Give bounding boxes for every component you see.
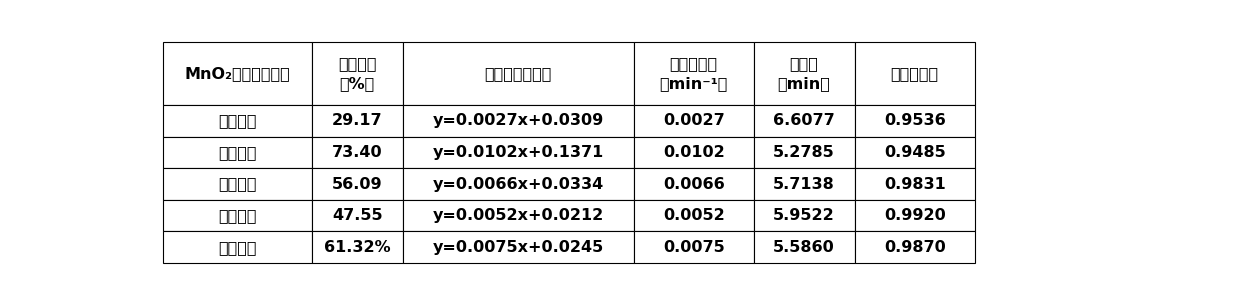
Text: 5.2785: 5.2785: [774, 145, 835, 160]
Bar: [403, 200, 634, 231]
Text: 56.09: 56.09: [332, 177, 383, 191]
Bar: [311, 200, 403, 231]
Bar: [754, 200, 854, 231]
Bar: [403, 137, 634, 168]
Text: 实施例九: 实施例九: [218, 208, 257, 223]
Text: y=0.0075x+0.0245: y=0.0075x+0.0245: [433, 240, 604, 255]
Bar: [311, 168, 403, 200]
Bar: [311, 42, 403, 105]
Bar: [311, 137, 403, 168]
Text: 0.9920: 0.9920: [884, 208, 946, 223]
Text: 5.9522: 5.9522: [774, 208, 835, 223]
Text: y=0.0027x+0.0309: y=0.0027x+0.0309: [433, 114, 604, 128]
Bar: [311, 105, 403, 137]
Bar: [162, 137, 311, 168]
Bar: [854, 137, 975, 168]
Bar: [854, 168, 975, 200]
Text: 0.0052: 0.0052: [662, 208, 724, 223]
Text: 73.40: 73.40: [332, 145, 383, 160]
Text: 0.0066: 0.0066: [662, 177, 724, 191]
Bar: [311, 231, 403, 263]
Bar: [754, 231, 854, 263]
Text: 6.6077: 6.6077: [774, 114, 835, 128]
Text: 0.9870: 0.9870: [884, 240, 946, 255]
Bar: [403, 168, 634, 200]
Bar: [162, 200, 311, 231]
Text: MnO₂负载型催化剂: MnO₂负载型催化剂: [185, 66, 290, 81]
Text: 0.0027: 0.0027: [662, 114, 724, 128]
Bar: [754, 105, 854, 137]
Bar: [162, 42, 311, 105]
Text: 实施例八: 实施例八: [218, 177, 257, 191]
Text: 实施例十: 实施例十: [218, 240, 257, 255]
Bar: [754, 42, 854, 105]
Bar: [634, 105, 754, 137]
Text: 一级动力学方程: 一级动力学方程: [485, 66, 552, 81]
Bar: [162, 168, 311, 200]
Bar: [854, 200, 975, 231]
Bar: [403, 231, 634, 263]
Bar: [854, 42, 975, 105]
Bar: [162, 231, 311, 263]
Text: 0.0075: 0.0075: [662, 240, 724, 255]
Text: y=0.0066x+0.0334: y=0.0066x+0.0334: [433, 177, 604, 191]
Bar: [754, 168, 854, 200]
Text: 5.5860: 5.5860: [774, 240, 835, 255]
Text: 实施例七: 实施例七: [218, 145, 257, 160]
Text: 半衰期
（min）: 半衰期 （min）: [777, 56, 831, 91]
Bar: [634, 168, 754, 200]
Bar: [634, 42, 754, 105]
Bar: [403, 42, 634, 105]
Text: 去除效率
（%）: 去除效率 （%）: [339, 56, 377, 91]
Text: 29.17: 29.17: [332, 114, 383, 128]
Text: 动力学常数
（min⁻¹）: 动力学常数 （min⁻¹）: [660, 56, 728, 91]
Text: 5.7138: 5.7138: [774, 177, 835, 191]
Text: 实施例六: 实施例六: [218, 114, 257, 128]
Bar: [403, 105, 634, 137]
Bar: [634, 137, 754, 168]
Text: 相关性系数: 相关性系数: [890, 66, 939, 81]
Text: y=0.0052x+0.0212: y=0.0052x+0.0212: [433, 208, 604, 223]
Bar: [854, 105, 975, 137]
Text: y=0.0102x+0.1371: y=0.0102x+0.1371: [433, 145, 604, 160]
Bar: [634, 200, 754, 231]
Text: 0.9831: 0.9831: [884, 177, 946, 191]
Text: 0.9536: 0.9536: [884, 114, 946, 128]
Bar: [162, 105, 311, 137]
Bar: [634, 231, 754, 263]
Text: 61.32%: 61.32%: [324, 240, 391, 255]
Bar: [754, 137, 854, 168]
Text: 47.55: 47.55: [332, 208, 383, 223]
Bar: [854, 231, 975, 263]
Text: 0.9485: 0.9485: [884, 145, 946, 160]
Text: 0.0102: 0.0102: [662, 145, 724, 160]
